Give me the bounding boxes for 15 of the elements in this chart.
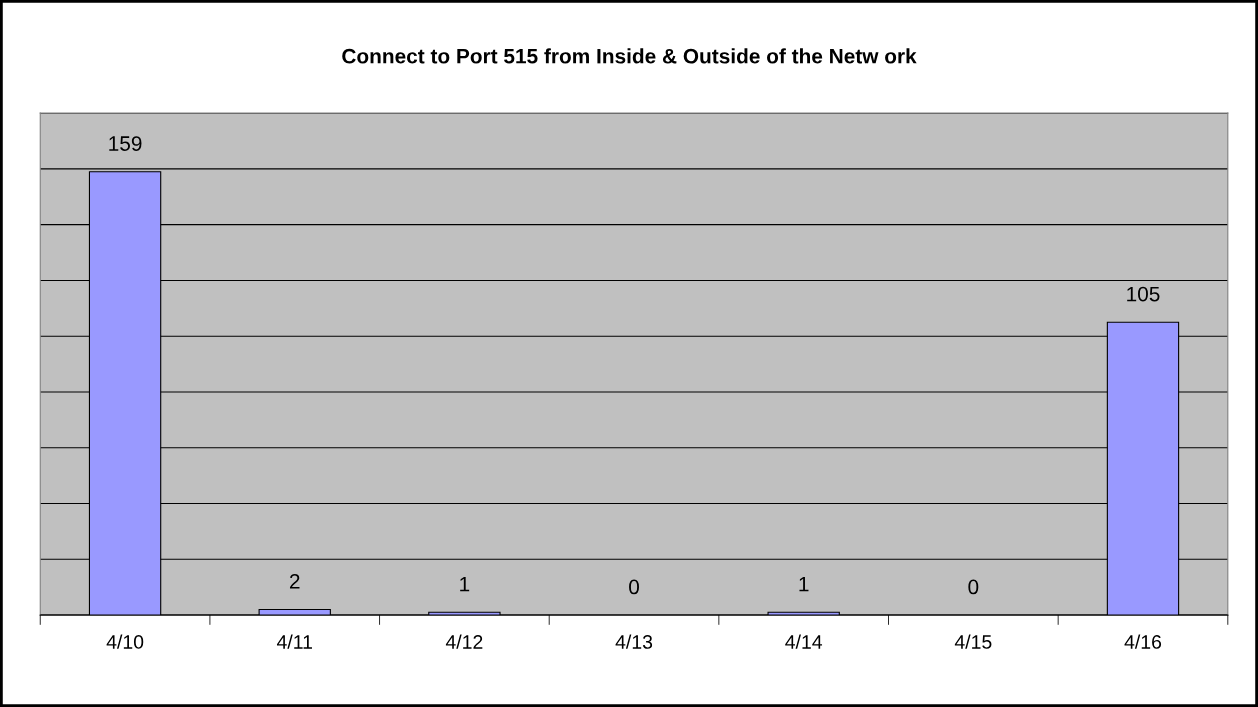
x-tick-label: 4/12 — [445, 634, 483, 649]
x-tick-label: 4/10 — [106, 634, 144, 649]
data-label: 1 — [460, 576, 470, 592]
data-label: 159 — [109, 136, 142, 151]
data-label: 2 — [289, 573, 300, 589]
x-tick-label: 4/16 — [1124, 634, 1162, 649]
x-tick-label: 4/13 — [615, 634, 653, 649]
x-tick-label: 4/11 — [276, 634, 312, 649]
x-tick-label: 4/15 — [954, 634, 992, 649]
data-label: 1 — [799, 576, 809, 592]
data-label: 0 — [968, 579, 979, 595]
data-label: 105 — [1127, 286, 1160, 302]
data-label: 0 — [629, 579, 640, 595]
x-tick-label: 4/14 — [785, 634, 823, 649]
chart-title: Connect to Port 515 from Inside & Outside of the Netw ork — [342, 48, 917, 64]
